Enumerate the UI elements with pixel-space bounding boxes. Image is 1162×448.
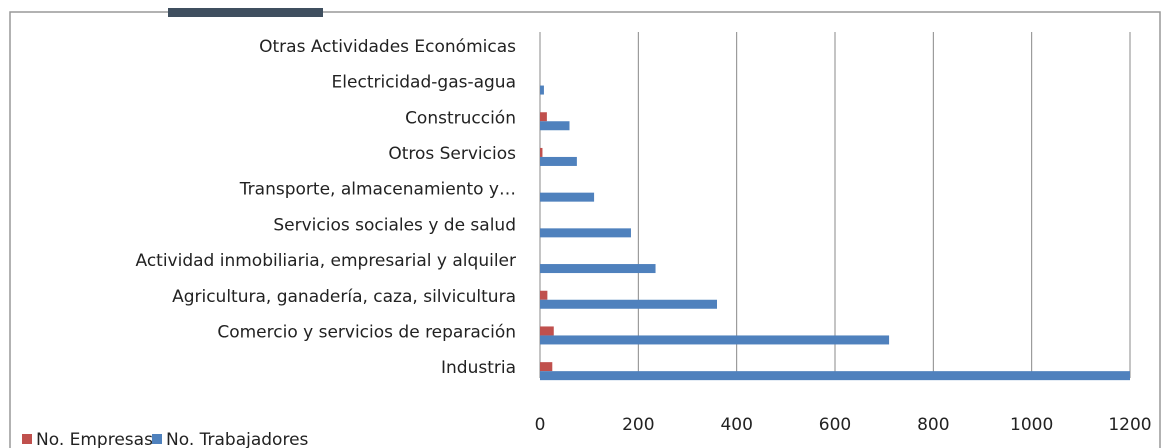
- chart-frame: [9, 11, 1161, 448]
- bar: [540, 192, 595, 202]
- bar: [540, 147, 543, 157]
- bar: [540, 156, 577, 166]
- y-tick-label: Otros Servicios: [388, 144, 516, 164]
- bar: [540, 112, 547, 122]
- x-tick-label: 1000: [1010, 415, 1053, 435]
- bar: [540, 290, 548, 300]
- y-tick-label: Electricidad-gas-agua: [332, 73, 516, 93]
- legend-swatch: [22, 434, 32, 444]
- y-tick-label: Servicios sociales y de salud: [273, 215, 516, 235]
- bar: [540, 362, 553, 372]
- y-tick-label: Construcción: [405, 108, 516, 128]
- bar: [540, 371, 1130, 381]
- legend-label: No. Trabajadores: [166, 430, 309, 448]
- bar: [540, 85, 544, 95]
- x-tick-label: 200: [622, 415, 654, 435]
- y-tick-label: Industria: [441, 358, 516, 378]
- y-tick-label: Comercio y servicios de reparación: [217, 322, 516, 342]
- y-tick-label: Actividad inmobiliaria, empresarial y al…: [135, 251, 516, 271]
- bar: [540, 228, 631, 238]
- bar: [540, 264, 656, 274]
- x-tick-label: 400: [720, 415, 752, 435]
- legend-label: No. Empresas: [36, 430, 153, 448]
- y-tick-label: Otras Actividades Económicas: [259, 37, 516, 57]
- y-tick-label: Transporte, almacenamiento y…: [239, 180, 516, 200]
- x-tick-label: 800: [917, 415, 949, 435]
- x-tick-label: 0: [535, 415, 546, 435]
- bar: [540, 299, 717, 309]
- bar: [540, 326, 554, 336]
- x-tick-label: 1200: [1108, 415, 1151, 435]
- legend-swatch: [152, 434, 162, 444]
- x-tick-label: 600: [819, 415, 851, 435]
- bar: [540, 121, 570, 131]
- y-tick-label: Agricultura, ganadería, caza, silvicultu…: [172, 287, 516, 307]
- tab-decoration: [168, 8, 323, 17]
- bar: [540, 335, 890, 345]
